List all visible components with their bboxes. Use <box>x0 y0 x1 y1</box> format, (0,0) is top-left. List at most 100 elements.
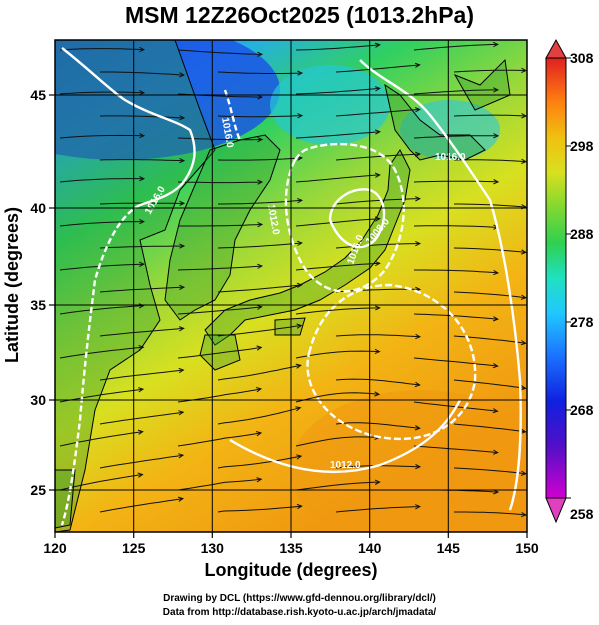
streamline-arrowhead <box>178 410 185 416</box>
x-tick-labels: 120 125 130 135 140 145 150 <box>43 540 539 556</box>
x-tick-label: 135 <box>279 540 303 556</box>
streamline <box>217 505 302 513</box>
streamline-arrowhead <box>415 333 422 340</box>
streamline <box>335 153 420 161</box>
streamline-arrowhead <box>139 133 146 139</box>
streamline-arrowhead <box>374 479 381 485</box>
land-masses <box>55 40 511 532</box>
streamline <box>413 89 498 95</box>
streamline-arrowhead <box>256 477 263 483</box>
streamline <box>335 422 420 429</box>
streamline-arrowhead <box>520 428 527 434</box>
colorbar-scale <box>545 57 567 499</box>
streamline-arrowhead <box>256 304 263 310</box>
y-tick-label: 35 <box>30 297 46 313</box>
streamline-arrowhead <box>257 51 264 57</box>
streamline-arrowhead <box>374 260 381 267</box>
contour-label: 1012.0 <box>265 204 281 236</box>
colorbar-tick: 258 <box>570 506 594 522</box>
streamline-arrowhead <box>520 470 527 476</box>
streamline <box>177 306 262 315</box>
streamline <box>99 454 184 469</box>
streamline <box>59 346 144 359</box>
streamline-arrowhead <box>374 216 381 222</box>
streamline <box>413 225 499 228</box>
contour-label: 1016.0 <box>219 117 235 149</box>
streamline <box>413 135 499 139</box>
x-tick-label: 140 <box>358 540 382 556</box>
streamline-arrowhead <box>374 42 381 48</box>
colorbar-tick: 288 <box>570 226 594 242</box>
streamline-arrowhead <box>256 345 263 351</box>
streamline <box>99 159 185 162</box>
wind-streamlines <box>59 41 527 518</box>
streamline <box>59 474 143 491</box>
streamline <box>335 506 420 513</box>
y-tick-label: 25 <box>30 482 46 498</box>
streamline <box>453 423 526 433</box>
streamline <box>59 221 144 227</box>
y-tick-label: 45 <box>30 87 46 103</box>
streamline <box>295 436 380 447</box>
streamline-arrowhead <box>493 179 500 185</box>
streamline <box>217 407 301 425</box>
streamline <box>335 64 420 73</box>
streamline-arrowhead <box>257 136 264 143</box>
streamline-arrowhead <box>374 129 381 135</box>
streamline <box>59 91 144 95</box>
streamline-arrowhead <box>415 464 422 470</box>
streamline <box>453 379 526 389</box>
streamline-arrowhead <box>521 113 527 119</box>
streamline-arrowhead <box>520 385 527 391</box>
streamline <box>59 263 144 271</box>
streamline-arrowhead <box>415 240 422 247</box>
streamline-arrowhead <box>179 157 186 164</box>
streamline-arrowhead <box>414 196 421 202</box>
streamline-arrowhead <box>138 345 145 351</box>
streamline <box>99 498 183 513</box>
data-credit: Data from http://database.rish.kyoto-u.a… <box>162 607 437 618</box>
streamline-arrowhead <box>255 431 263 437</box>
streamline-arrowhead <box>296 503 303 510</box>
streamline <box>295 44 380 51</box>
streamline <box>99 245 185 249</box>
contour-label: 1012.0 <box>330 460 361 471</box>
streamline <box>295 392 380 403</box>
streamline <box>59 178 144 183</box>
streamline <box>295 131 380 139</box>
streamline-arrowhead <box>297 240 303 246</box>
axis-ticks <box>49 94 528 538</box>
streamline <box>295 307 380 315</box>
streamline <box>177 181 263 184</box>
streamline-arrowhead <box>374 86 381 92</box>
streamline-arrowhead <box>521 67 527 74</box>
streamline-arrowhead <box>296 454 303 460</box>
streamline <box>217 157 302 161</box>
streamline <box>217 325 302 337</box>
colorbar-tick: 278 <box>570 314 594 330</box>
streamline <box>178 223 263 227</box>
streamline-arrowhead <box>521 249 527 255</box>
streamline-arrowhead <box>257 94 264 100</box>
streamline <box>413 445 498 454</box>
streamline <box>414 269 498 274</box>
y-tick-labels: 25 30 35 40 45 <box>30 87 46 498</box>
streamline-arrowhead <box>139 46 146 53</box>
streamline <box>295 174 380 183</box>
streamline-arrowhead <box>179 243 186 249</box>
x-tick-label: 130 <box>201 540 225 556</box>
streamline <box>335 243 420 249</box>
streamline-arrowhead <box>415 151 421 157</box>
streamline-arrowhead <box>492 316 499 322</box>
streamline-arrowhead <box>179 284 186 290</box>
colorbar-max-arrow <box>545 38 567 59</box>
streamline <box>59 305 144 315</box>
streamline <box>59 134 144 139</box>
y-tick-label: 40 <box>30 200 46 216</box>
streamline-arrowhead <box>374 172 381 178</box>
streamline-arrowhead <box>295 363 302 369</box>
streamline <box>100 71 184 76</box>
streamline-arrowhead <box>520 340 527 346</box>
isobar-contours <box>60 47 522 526</box>
x-tick-label: 145 <box>437 540 461 556</box>
